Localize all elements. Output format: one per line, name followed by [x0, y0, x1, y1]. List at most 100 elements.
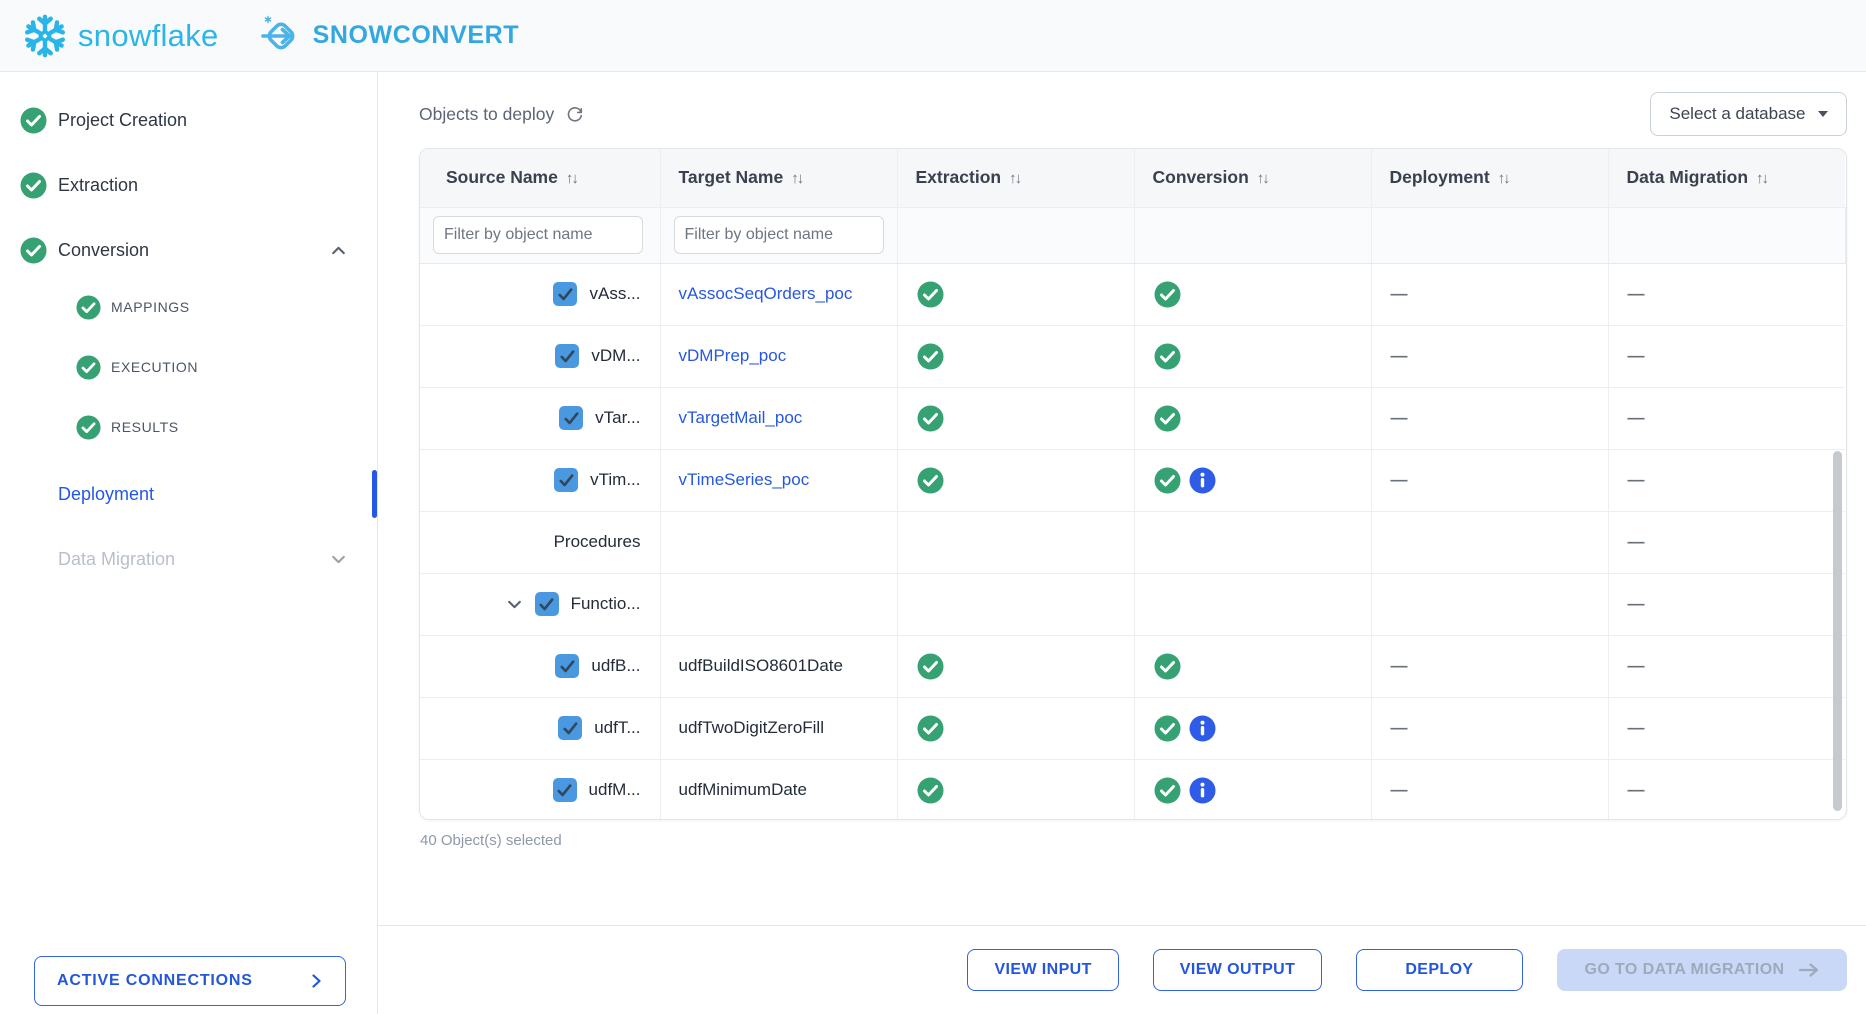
arrow-right-icon: [1799, 962, 1819, 978]
deploy-button[interactable]: DEPLOY: [1356, 949, 1522, 991]
conversion-success-icon: [1154, 281, 1181, 308]
target-name-filter-input[interactable]: [674, 216, 884, 254]
sidebar-item-label: Conversion: [58, 240, 149, 261]
table-row: Procedures—: [420, 511, 1845, 573]
data-migration-status: —: [1610, 284, 1645, 303]
table-scrollbar-thumb[interactable]: [1833, 451, 1842, 811]
sidebar-item-conversion[interactable]: Conversion: [0, 222, 377, 278]
select-database-label: Select a database: [1669, 104, 1805, 124]
expand-chevron-icon[interactable]: [506, 596, 523, 613]
column-header-data-migration[interactable]: Data Migration↑↓: [1608, 149, 1845, 207]
extraction-success-icon: [917, 777, 944, 804]
column-label: Conversion: [1153, 167, 1249, 187]
sidebar-item-extraction[interactable]: Extraction: [0, 157, 377, 213]
snowconvert-icon: [259, 14, 303, 58]
deployment-status: —: [1373, 470, 1408, 489]
data-migration-status: —: [1610, 594, 1645, 613]
extraction-success-icon: [917, 715, 944, 742]
row-checkbox[interactable]: [559, 406, 583, 430]
sort-icon[interactable]: ↑↓: [1498, 170, 1509, 187]
source-name: udfM...: [589, 780, 641, 800]
sidebar-item-project-creation[interactable]: Project Creation: [0, 92, 377, 148]
column-label: Source Name: [446, 167, 558, 187]
table-row: Functio...—: [420, 573, 1845, 635]
row-checkbox[interactable]: [555, 344, 579, 368]
table-header-row: Source Name ↑↓ Target Name ↑↓ Extraction ↑↓…: [420, 149, 1845, 207]
row-checkbox[interactable]: [553, 778, 577, 802]
active-connections-button[interactable]: ACTIVE CONNECTIONS: [34, 956, 346, 1006]
column-header-deployment[interactable]: Deployment ↑↓: [1371, 149, 1608, 207]
row-checkbox[interactable]: [553, 282, 577, 306]
target-name: udfBuildISO8601Date: [679, 656, 843, 675]
column-label: Target Name: [679, 167, 784, 187]
target-object-link[interactable]: vDMPrep_poc: [679, 346, 787, 365]
table-row: udfB...udfBuildISO8601Date——: [420, 635, 1845, 697]
view-input-button[interactable]: VIEW INPUT: [967, 949, 1118, 991]
target-object-link[interactable]: vAssocSeqOrders_poc: [679, 284, 853, 303]
target-object-link[interactable]: vTargetMail_poc: [679, 408, 803, 427]
sidebar-item-label: Extraction: [58, 175, 138, 196]
row-checkbox[interactable]: [555, 654, 579, 678]
page-title: Objects to deploy: [419, 104, 554, 125]
sort-icon[interactable]: ↑↓: [566, 170, 577, 187]
row-checkbox[interactable]: [554, 468, 578, 492]
column-header-target-name[interactable]: Target Name ↑↓: [660, 149, 897, 207]
source-name-filter-input[interactable]: [433, 216, 643, 254]
target-name: udfTwoDigitZeroFill: [679, 718, 825, 737]
conversion-info-icon[interactable]: [1189, 715, 1216, 742]
active-connections-label: ACTIVE CONNECTIONS: [57, 972, 253, 990]
target-object-link[interactable]: vTimeSeries_poc: [679, 470, 810, 489]
sort-icon[interactable]: ↑↓: [1257, 170, 1268, 187]
deployment-status: —: [1373, 718, 1408, 737]
sort-icon[interactable]: ↑↓: [791, 170, 802, 187]
check-circle-icon: [76, 415, 101, 440]
sidebar-subitem-label: EXECUTION: [111, 359, 198, 375]
sidebar-subitem-results[interactable]: RESULTS: [0, 402, 377, 452]
view-output-button[interactable]: VIEW OUTPUT: [1153, 949, 1323, 991]
column-label: Deployment: [1390, 167, 1490, 187]
conversion-success-icon: [1154, 777, 1181, 804]
active-item-indicator: [372, 470, 377, 518]
sidebar-subitem-execution[interactable]: EXECUTION: [0, 342, 377, 392]
sidebar-item-deployment[interactable]: Deployment: [0, 466, 377, 522]
deployment-status: —: [1373, 408, 1408, 427]
check-circle-icon: [76, 355, 101, 380]
deployment-status: —: [1373, 656, 1408, 675]
data-migration-status: —: [1610, 470, 1645, 489]
column-header-source-name[interactable]: Source Name ↑↓: [420, 149, 660, 207]
sidebar-subitem-mappings[interactable]: MAPPINGS: [0, 282, 377, 332]
sidebar-item-label: Data Migration: [58, 549, 175, 570]
column-header-extraction[interactable]: Extraction ↑↓: [897, 149, 1134, 207]
sidebar-subitem-label: RESULTS: [111, 419, 179, 435]
snowconvert-wordmark: SNOWCONVERT: [313, 21, 520, 50]
snowconvert-logo: SNOWCONVERT: [259, 14, 520, 58]
sort-icon[interactable]: ↑↓: [1756, 170, 1767, 187]
main-content: Objects to deploy Select a database Sour…: [378, 72, 1866, 1014]
sidebar-item-data-migration[interactable]: Data Migration: [0, 531, 377, 587]
data-migration-status: —: [1610, 780, 1645, 799]
row-checkbox[interactable]: [535, 592, 559, 616]
deployment-status: —: [1373, 284, 1408, 303]
refresh-icon[interactable]: [566, 105, 584, 123]
data-migration-status: —: [1610, 408, 1645, 427]
table-body: vAss...vAssocSeqOrders_poc——vDM...vDMPre…: [420, 263, 1845, 820]
snowflake-icon: [22, 13, 68, 59]
objects-table-card: Source Name ↑↓ Target Name ↑↓ Extraction ↑↓…: [419, 148, 1847, 820]
select-database-button[interactable]: Select a database: [1650, 92, 1846, 136]
column-header-conversion[interactable]: Conversion ↑↓: [1134, 149, 1371, 207]
sidebar: Project Creation Extraction Conversion M…: [0, 72, 378, 1014]
check-circle-icon: [20, 237, 47, 264]
go-to-data-migration-button[interactable]: GO TO DATA MIGRATION: [1557, 949, 1847, 991]
column-label: Extraction: [916, 167, 1002, 187]
chevron-right-icon: [309, 974, 323, 988]
conversion-info-icon[interactable]: [1189, 777, 1216, 804]
row-checkbox[interactable]: [558, 716, 582, 740]
conversion-info-icon[interactable]: [1189, 467, 1216, 494]
sort-icon[interactable]: ↑↓: [1009, 170, 1020, 187]
deployment-status: —: [1373, 346, 1408, 365]
source-name: vDM...: [591, 346, 640, 366]
data-migration-status: —: [1610, 718, 1645, 737]
caret-down-icon: [1818, 111, 1828, 117]
source-name: vTar...: [595, 408, 640, 428]
chevron-up-icon[interactable]: [330, 242, 347, 259]
